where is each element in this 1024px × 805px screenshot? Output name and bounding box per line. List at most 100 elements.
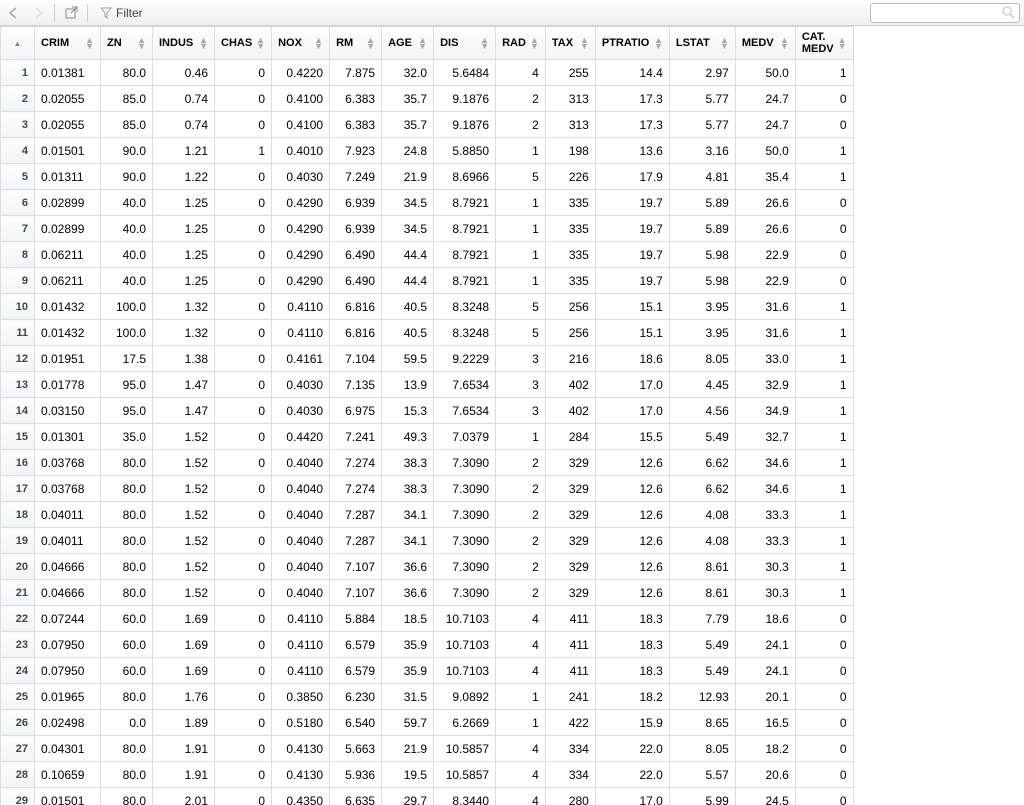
row-number[interactable]: 5	[1, 164, 35, 190]
table-row[interactable]: 190.0401180.01.5200.40407.28734.17.30902…	[1, 528, 854, 554]
row-number[interactable]: 9	[1, 268, 35, 294]
column-header-cat_medv[interactable]: CAT.MEDV▲▼	[795, 27, 853, 60]
table-row[interactable]: 30.0205585.00.7400.41006.38335.79.187623…	[1, 112, 854, 138]
sort-icon[interactable]: ▲▼	[199, 37, 208, 49]
column-header-medv[interactable]: MEDV▲▼	[735, 27, 795, 60]
cell: 0.03150	[35, 398, 101, 424]
table-row[interactable]: 170.0376880.01.5200.40407.27438.37.30902…	[1, 476, 854, 502]
row-number[interactable]: 24	[1, 658, 35, 684]
back-button[interactable]	[4, 3, 24, 23]
row-number[interactable]: 1	[1, 60, 35, 86]
table-row[interactable]: 240.0795060.01.6900.41106.57935.910.7103…	[1, 658, 854, 684]
table-row[interactable]: 140.0315095.01.4700.40306.97515.37.65343…	[1, 398, 854, 424]
column-header-zn[interactable]: ZN▲▼	[101, 27, 153, 60]
forward-button[interactable]	[28, 3, 48, 23]
search-input[interactable]	[870, 3, 1020, 23]
sort-icon[interactable]: ▲▼	[480, 37, 489, 49]
column-header-age[interactable]: AGE▲▼	[382, 27, 434, 60]
row-number[interactable]: 13	[1, 372, 35, 398]
table-row[interactable]: 60.0289940.01.2500.42906.93934.58.792113…	[1, 190, 854, 216]
table-row[interactable]: 180.0401180.01.5200.40407.28734.17.30902…	[1, 502, 854, 528]
table-row[interactable]: 260.024980.01.8900.51806.54059.76.266914…	[1, 710, 854, 736]
table-row[interactable]: 50.0131190.01.2200.40307.24921.98.696652…	[1, 164, 854, 190]
row-number[interactable]: 7	[1, 216, 35, 242]
row-number[interactable]: 11	[1, 320, 35, 346]
column-header-lstat[interactable]: LSTAT▲▼	[669, 27, 735, 60]
table-row[interactable]: 250.0196580.01.7600.38506.23031.59.08921…	[1, 684, 854, 710]
row-number[interactable]: 25	[1, 684, 35, 710]
row-number[interactable]: 19	[1, 528, 35, 554]
row-number[interactable]: 28	[1, 762, 35, 788]
row-number[interactable]: 16	[1, 450, 35, 476]
column-header-dis[interactable]: DIS▲▼	[434, 27, 496, 60]
table-row[interactable]: 200.0466680.01.5200.40407.10736.67.30902…	[1, 554, 854, 580]
row-header-corner[interactable]: ▲	[1, 27, 35, 60]
column-header-tax[interactable]: TAX▲▼	[545, 27, 595, 60]
sort-icon[interactable]: ▲▼	[418, 37, 427, 49]
table-row[interactable]: 160.0376880.01.5200.40407.27438.37.30902…	[1, 450, 854, 476]
table-row[interactable]: 220.0724460.01.6900.41105.88418.510.7103…	[1, 606, 854, 632]
filter-button[interactable]: Filter	[94, 4, 149, 22]
column-header-ptratio[interactable]: PTRATIO▲▼	[595, 27, 669, 60]
cell: 0	[215, 476, 272, 502]
sort-icon[interactable]: ▲▼	[654, 37, 663, 49]
sort-icon[interactable]: ▲▼	[530, 37, 539, 49]
sort-icon[interactable]: ▲▼	[137, 37, 146, 49]
row-number[interactable]: 18	[1, 502, 35, 528]
table-row[interactable]: 150.0130135.01.5200.44207.24149.37.03791…	[1, 424, 854, 450]
row-number[interactable]: 2	[1, 86, 35, 112]
row-number[interactable]: 14	[1, 398, 35, 424]
row-number[interactable]: 27	[1, 736, 35, 762]
row-number[interactable]: 26	[1, 710, 35, 736]
cell: 1.25	[153, 190, 215, 216]
table-row[interactable]: 130.0177895.01.4700.40307.13513.97.65343…	[1, 372, 854, 398]
table-row[interactable]: 40.0150190.01.2110.40107.92324.85.885011…	[1, 138, 854, 164]
sort-icon[interactable]: ▲▼	[780, 37, 789, 49]
row-number[interactable]: 21	[1, 580, 35, 606]
column-header-rm[interactable]: RM▲▼	[330, 27, 382, 60]
column-header-indus[interactable]: INDUS▲▼	[153, 27, 215, 60]
row-number[interactable]: 23	[1, 632, 35, 658]
sort-icon[interactable]: ▲▼	[85, 37, 94, 49]
row-number[interactable]: 17	[1, 476, 35, 502]
row-number[interactable]: 22	[1, 606, 35, 632]
data-table-wrap[interactable]: ▲ CRIM▲▼ZN▲▼INDUS▲▼CHAS▲▼NOX▲▼RM▲▼AGE▲▼D…	[0, 26, 1024, 805]
table-row[interactable]: 230.0795060.01.6900.41106.57935.910.7103…	[1, 632, 854, 658]
sort-icon[interactable]: ▲▼	[256, 37, 265, 49]
table-row[interactable]: 70.0289940.01.2500.42906.93934.58.792113…	[1, 216, 854, 242]
sort-icon[interactable]: ▲▼	[314, 37, 323, 49]
column-header-crim[interactable]: CRIM▲▼	[35, 27, 101, 60]
table-row[interactable]: 80.0621140.01.2500.42906.49044.48.792113…	[1, 242, 854, 268]
row-number[interactable]: 29	[1, 788, 35, 805]
table-row[interactable]: 270.0430180.01.9100.41305.66321.910.5857…	[1, 736, 854, 762]
table-row[interactable]: 120.0195117.51.3800.41617.10459.59.22293…	[1, 346, 854, 372]
sort-icon[interactable]: ▲▼	[720, 37, 729, 49]
cell: 1.52	[153, 528, 215, 554]
table-row[interactable]: 210.0466680.01.5200.40407.10736.67.30902…	[1, 580, 854, 606]
row-number[interactable]: 6	[1, 190, 35, 216]
row-number[interactable]: 3	[1, 112, 35, 138]
row-number[interactable]: 8	[1, 242, 35, 268]
row-number[interactable]: 10	[1, 294, 35, 320]
column-header-chas[interactable]: CHAS▲▼	[215, 27, 272, 60]
table-row[interactable]: 90.0621140.01.2500.42906.49044.48.792113…	[1, 268, 854, 294]
table-row[interactable]: 100.01432100.01.3200.41106.81640.58.3248…	[1, 294, 854, 320]
table-row[interactable]: 290.0150180.02.0100.43506.63529.78.34404…	[1, 788, 854, 805]
column-header-nox[interactable]: NOX▲▼	[272, 27, 330, 60]
table-row[interactable]: 10.0138180.00.4600.42207.87532.05.648442…	[1, 60, 854, 86]
cell: 0	[215, 554, 272, 580]
row-number[interactable]: 12	[1, 346, 35, 372]
export-button[interactable]	[61, 3, 81, 23]
row-number[interactable]: 15	[1, 424, 35, 450]
column-header-rad[interactable]: RAD▲▼	[496, 27, 546, 60]
table-row[interactable]: 280.1065980.01.9100.41305.93619.510.5857…	[1, 762, 854, 788]
cell: 0.4290	[272, 190, 330, 216]
table-row[interactable]: 20.0205585.00.7400.41006.38335.79.187623…	[1, 86, 854, 112]
sort-icon[interactable]: ▲▼	[366, 37, 375, 49]
row-number[interactable]: 20	[1, 554, 35, 580]
row-number[interactable]: 4	[1, 138, 35, 164]
table-row[interactable]: 110.01432100.01.3200.41106.81640.58.3248…	[1, 320, 854, 346]
sort-icon[interactable]: ▲▼	[838, 37, 847, 49]
cell: 1	[795, 476, 853, 502]
sort-icon[interactable]: ▲▼	[580, 37, 589, 49]
